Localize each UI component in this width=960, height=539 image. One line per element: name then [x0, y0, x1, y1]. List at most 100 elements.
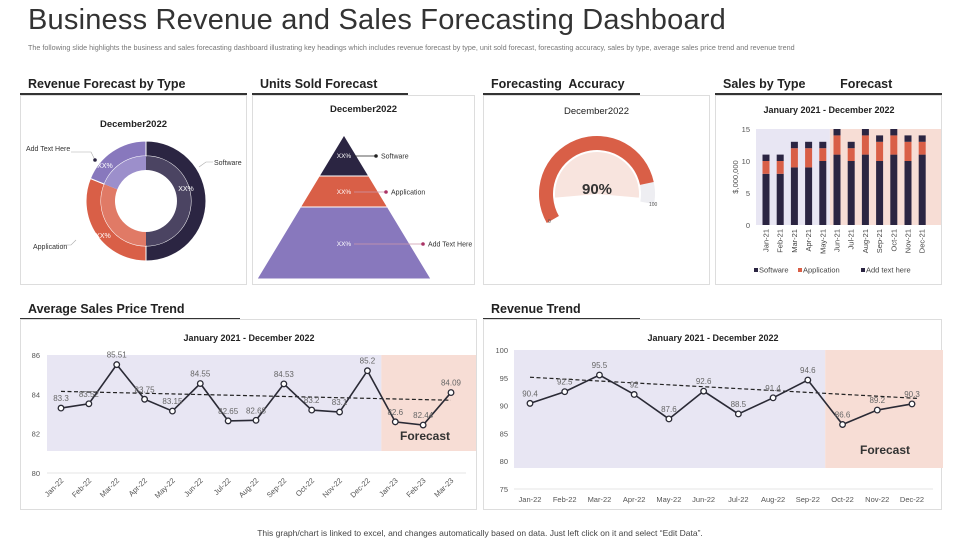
- y-axis-label: $,000,000: [731, 160, 740, 193]
- data-point: [839, 421, 846, 428]
- x-tick-label: Jan-22: [43, 476, 66, 499]
- data-point: [665, 415, 673, 423]
- data-point: [85, 400, 93, 408]
- x-tick-label: Dec-22: [900, 495, 924, 504]
- data-label: 82.44: [413, 411, 434, 420]
- y-tick-label: 82: [32, 430, 40, 439]
- stacked-bar-chart[interactable]: January 2021 - December 2022 0 5 10 15 $,000,…: [716, 96, 943, 286]
- x-tick-label: Jun-22: [692, 495, 715, 504]
- x-tick-label: Jan-22: [519, 495, 542, 504]
- gauge-inner-fill: [555, 152, 639, 198]
- bar-add-text-here: [790, 141, 798, 149]
- data-label: 82.6: [387, 408, 403, 417]
- data-point: [561, 388, 569, 396]
- bar-application: [918, 141, 926, 155]
- bar-application: [790, 148, 798, 168]
- footer-note: This graph/chart is linked to excel, and…: [257, 528, 703, 538]
- data-label: 89.2: [869, 396, 885, 405]
- data-label: 90.4: [522, 389, 538, 398]
- revenue-trend-panel[interactable]: January 2021 - December 2022 75 80 85 90 95 10…: [483, 319, 943, 511]
- x-tick-label: Nov-22: [321, 476, 344, 499]
- revenue-trend-line-chart[interactable]: January 2021 - December 2022 75 80 85 90 95 10…: [484, 320, 943, 511]
- pyramid-level-label: XX%: [337, 189, 352, 196]
- bar-software: [819, 161, 827, 225]
- x-tick-label: Aug-22: [237, 476, 260, 499]
- data-point: [252, 416, 260, 424]
- donut-inner-segment-0: [146, 156, 191, 246]
- x-tick-label: Jul-22: [212, 476, 233, 497]
- accuracy-heading: Forecasting Accuracy: [483, 77, 640, 95]
- data-point: [873, 406, 881, 414]
- x-tick-label: Feb-22: [70, 476, 93, 499]
- accuracy-panel[interactable]: December2022 90% 0 100: [483, 95, 710, 285]
- units-sold-panel[interactable]: December2022 XX% Software XX% Application XX…: [252, 95, 475, 285]
- data-point: [336, 408, 344, 416]
- gauge-value: 90%: [582, 181, 612, 198]
- units-sold-heading: Units Sold Forecast: [252, 77, 408, 95]
- leader-line: [198, 161, 213, 168]
- bar-software: [762, 173, 770, 225]
- data-label: 88.5: [731, 400, 747, 409]
- x-tick-label: Mar-21: [790, 229, 799, 253]
- forecast-background: [381, 355, 476, 451]
- data-point: [363, 367, 371, 375]
- bar-add-text-here: [847, 141, 855, 149]
- y-tick-label: 0: [746, 221, 750, 230]
- donut-segment-label: XX%: [178, 186, 194, 193]
- bar-software: [890, 154, 898, 225]
- data-label: 94.6: [800, 366, 816, 375]
- x-tick-label: Feb-23: [404, 476, 427, 499]
- pyramid-legend-1: Application: [391, 190, 425, 197]
- leader-dot: [374, 154, 378, 158]
- bar-add-text-here: [805, 141, 813, 149]
- bar-software: [918, 154, 926, 225]
- bar-software: [776, 173, 784, 225]
- x-tick-label: Feb-22: [553, 495, 577, 504]
- pyramid-legend-0: Software: [381, 154, 409, 161]
- data-point: [196, 380, 204, 387]
- donut-legend-add-text: Add Text Here: [26, 146, 70, 153]
- bar-add-text-here: [819, 141, 827, 149]
- bar-application: [861, 135, 869, 155]
- data-point: [419, 421, 427, 429]
- donut-chart[interactable]: XX% XX% XX% Software Application Add Text Her…: [21, 96, 248, 286]
- leader-line: [61, 239, 77, 246]
- bar-software: [790, 167, 798, 225]
- y-tick-label: 5: [746, 189, 750, 198]
- bar-application: [819, 148, 827, 161]
- bar-software: [904, 161, 912, 225]
- bar-add-text-here: [904, 135, 912, 142]
- x-tick-label: Jul-21: [847, 229, 856, 249]
- bar-software: [861, 154, 869, 225]
- bar-software: [876, 161, 884, 225]
- y-tick-label: 15: [742, 125, 750, 134]
- data-label: 83.75: [135, 385, 156, 394]
- avg-price-panel[interactable]: January 2021 - December 2022 80 82 84 86 Fore…: [20, 319, 477, 510]
- legend-swatch: [861, 268, 865, 272]
- avg-price-line-chart[interactable]: January 2021 - December 2022 80 82 84 86 Fore…: [21, 320, 478, 511]
- x-tick-label: Sep-22: [265, 476, 288, 499]
- x-tick-label: Oct-22: [831, 495, 854, 504]
- pyramid-level-2: [256, 206, 432, 280]
- gauge-chart[interactable]: 90% 0 100: [484, 96, 711, 286]
- data-label: 95.5: [592, 361, 608, 370]
- x-tick-label: Apr-21: [804, 229, 813, 252]
- data-label: 92.5: [557, 378, 573, 387]
- leader-dot: [93, 158, 97, 162]
- data-point: [280, 380, 288, 388]
- x-tick-label: Mar-23: [432, 476, 455, 499]
- pyramid-chart[interactable]: XX% Software XX% Application XX% Add Text Her…: [253, 96, 476, 286]
- sales-by-type-panel[interactable]: January 2021 - December 2022 0 5 10 15 $,000,…: [715, 95, 942, 285]
- pyramid-level-label: XX%: [337, 241, 352, 248]
- x-tick-label: May-22: [656, 495, 681, 504]
- data-label: 84.09: [441, 379, 462, 388]
- bar-add-text-here: [776, 154, 784, 161]
- page-subtitle: The following slide highlights the busin…: [28, 43, 795, 52]
- data-label: 83.1: [332, 398, 348, 407]
- y-tick-label: 90: [500, 402, 508, 411]
- bar-add-text-here: [861, 129, 869, 136]
- data-line: [529, 374, 913, 426]
- revenue-forecast-panel[interactable]: December2022 XX% XX% XX% Software Applicatio…: [20, 95, 247, 285]
- y-tick-label: 86: [32, 351, 40, 360]
- bar-add-text-here: [833, 129, 841, 136]
